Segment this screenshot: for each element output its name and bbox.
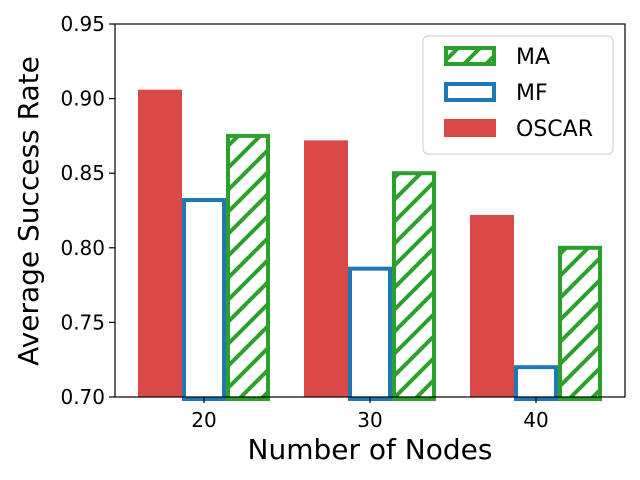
- bar-mf-30: [348, 266, 392, 401]
- legend-swatch-oscar: [444, 119, 496, 137]
- y-tick-label: 0.90: [60, 87, 105, 111]
- bar-ma-30: [392, 171, 436, 401]
- bar-oscar-20: [138, 89, 182, 397]
- y-tick-label: 0.80: [60, 236, 105, 260]
- legend-swatch-mf: [444, 82, 496, 102]
- bar-oscar-30: [304, 140, 348, 397]
- x-tick-label: 40: [523, 408, 548, 432]
- x-axis-ticks: 20 30 40: [191, 397, 549, 432]
- y-tick-label: 0.75: [60, 310, 105, 334]
- legend-label-ma: MA: [516, 45, 550, 70]
- y-axis-ticks: 0.70 0.75 0.80 0.85 0.90 0.95: [60, 12, 115, 409]
- plot-area: [114, 23, 626, 402]
- y-tick-label: 0.95: [60, 12, 105, 36]
- legend-label-mf: MF: [516, 81, 548, 106]
- y-tick-label: 0.70: [60, 385, 105, 409]
- legend-label-oscar: OSCAR: [516, 117, 593, 142]
- bar-mf-20: [182, 198, 226, 401]
- x-tick-label: 30: [357, 408, 382, 432]
- bar-ma-20: [226, 133, 270, 401]
- legend: MA MF OSCAR: [422, 35, 614, 155]
- bar-oscar-40: [470, 214, 514, 397]
- bar-ma-40: [558, 245, 602, 401]
- x-axis-label: Number of Nodes: [248, 433, 493, 466]
- bar-mf-40: [514, 365, 558, 402]
- y-tick-label: 0.85: [60, 161, 105, 185]
- legend-swatch-ma: [444, 46, 496, 66]
- y-axis-label: Average Success Rate: [12, 56, 45, 366]
- x-tick-label: 20: [191, 408, 216, 432]
